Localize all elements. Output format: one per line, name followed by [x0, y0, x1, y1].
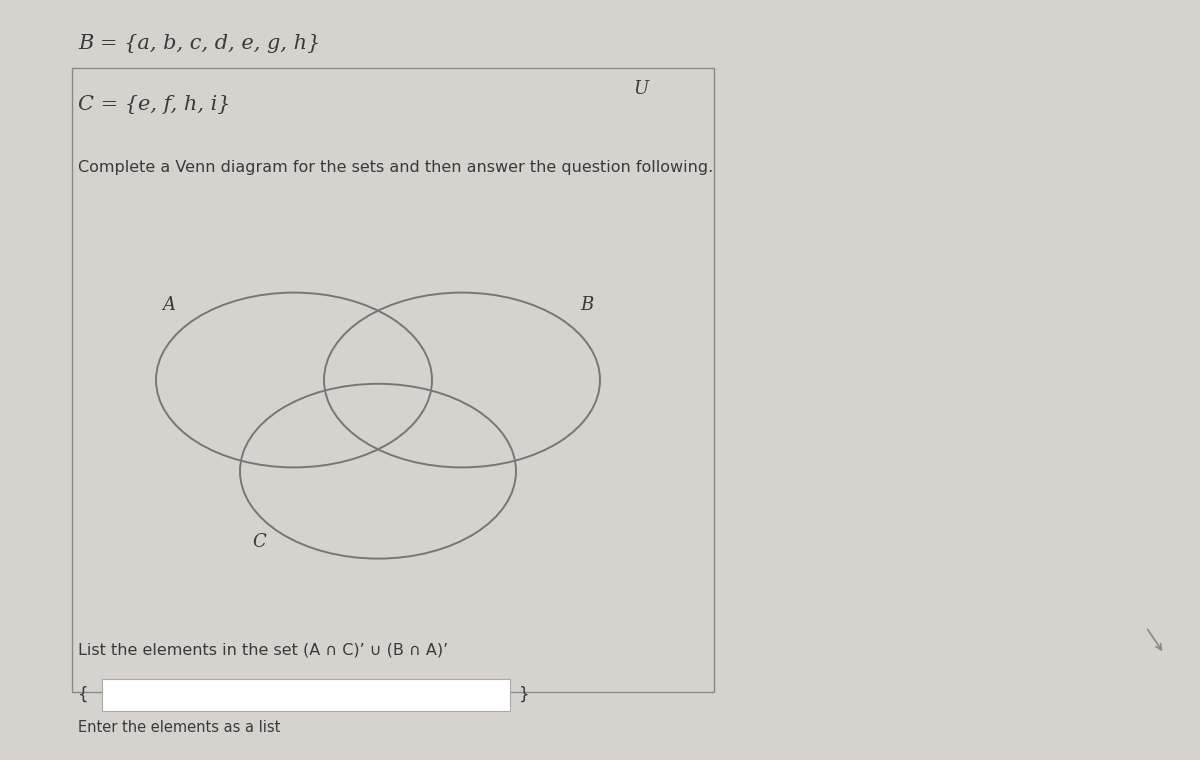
Text: List the elements in the set (A ∩ C)’ ∪ (B ∩ A)’: List the elements in the set (A ∩ C)’ ∪ … [78, 642, 448, 657]
Text: A: A [162, 296, 175, 315]
Text: C = {e, f, h, i}: C = {e, f, h, i} [78, 95, 230, 114]
Text: {: { [78, 686, 89, 704]
Text: B: B [581, 296, 594, 315]
Text: B = {a, b, c, d, e, g, h}: B = {a, b, c, d, e, g, h} [78, 34, 320, 53]
Text: U: U [632, 80, 648, 98]
Text: Enter the elements as a list: Enter the elements as a list [78, 720, 281, 736]
Text: }: } [518, 686, 529, 704]
Text: Complete a Venn diagram for the sets and then answer the question following.: Complete a Venn diagram for the sets and… [78, 160, 713, 175]
Text: C: C [252, 533, 265, 551]
FancyBboxPatch shape [102, 679, 510, 711]
